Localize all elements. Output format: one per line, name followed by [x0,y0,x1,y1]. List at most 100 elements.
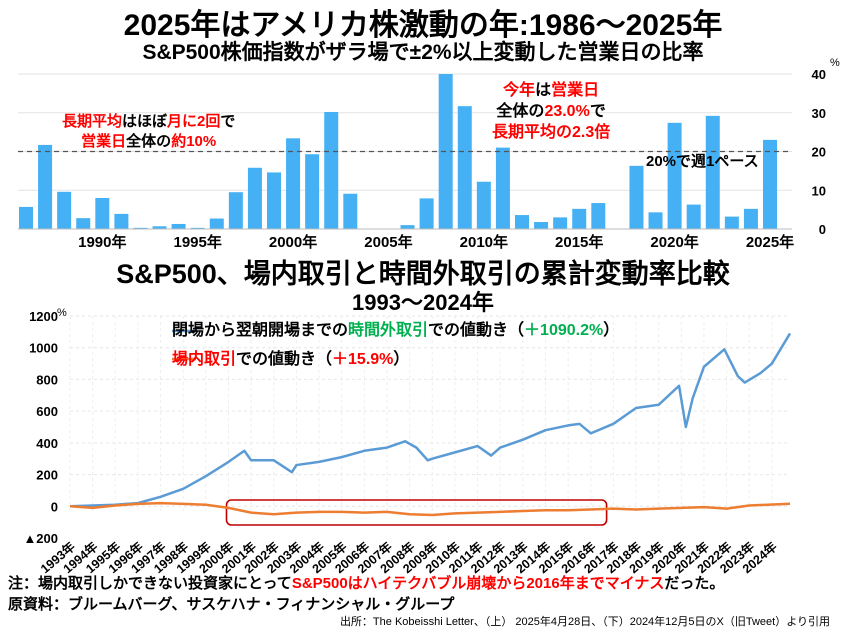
x-tick-label: 2010年 [460,233,508,251]
bar [553,217,568,229]
x-tick-label: 2000年 [269,233,317,251]
bar [267,172,281,229]
bar [190,227,205,229]
bar [629,165,644,229]
ann-text: 営業日 [81,133,127,150]
y-tick-label: ▲200 [23,531,58,546]
subtitle: S&P500株価指数がザラ場で±2%以上変動した営業日の比率 [142,41,704,64]
ann-text: 営業日 [551,82,600,99]
x-tick-label: 2020年 [650,233,698,251]
bar [247,167,262,229]
series-line-intraday [69,501,791,517]
annotation-this-year: 今年は営業日 全体の23.0%で 長期平均の2.3倍 [492,80,610,143]
y-unit-label: % [830,57,840,69]
ann-text: 月に2回 [167,113,221,130]
bar [114,213,129,229]
y-tick-label: 40 [812,67,826,82]
legend-text: での値動き（ [236,351,333,368]
y-tick-label: 30 [812,106,826,121]
y-tick-label: 10 [812,183,826,198]
bar [476,181,491,229]
x-tick-label: 1995年 [174,233,222,251]
bar [572,208,587,229]
bar [457,106,472,229]
y-tick-label: 600 [36,404,58,419]
ann-text: はほぼ [122,113,168,130]
legend-text: ＋15.9% [332,351,394,368]
annotation-long-term-average: 長期平均はほぼ月に2回で 営業日全体の約10% [62,112,235,152]
ann-text: 全体の [496,103,545,120]
y-tick-label: 200 [36,468,58,483]
note-text: 注：場内取引しかできない投資家にとって [8,575,292,592]
y-tick-label: 1000 [29,341,58,356]
ann-text: 今年 [503,82,536,99]
bar [343,193,358,229]
y-tick-label: 0 [819,222,826,237]
bar [724,216,739,229]
bar [400,225,415,229]
bar [534,222,549,229]
ann-text: は [535,82,552,99]
ann-text: で [589,103,606,120]
citation: 出所：The Kobeisshi Letter、（上） 2025年4月28日、（… [339,616,830,628]
x-tick-label: 2025年 [746,233,794,251]
ann-text: 23.0% [544,103,590,120]
legend-text: 閉場から翌朝開場までの [172,322,349,339]
y-tick-label: 0 [51,499,58,514]
bar [591,203,606,229]
bar [228,192,243,229]
legend-intraday: 場内取引での値動き（＋15.9%） [172,350,409,370]
source-line: 原資料：ブルームバーグ、サスケハナ・フィナンシャル・グループ [8,596,455,613]
note-line: 注：場内取引しかできない投資家にとってS&P500はハイテクバブル崩壊から201… [8,572,724,593]
bar [743,208,758,229]
ann-text: 長期平均の2.3倍 [492,124,611,141]
chart2-subtitle: 1993〜2024年 [352,290,494,315]
legend-afterhours: 閉場から翌朝開場までの時間外取引での値動き（＋1090.2%） [172,321,619,341]
legend-text: ＋1090.2% [524,322,604,339]
bar [38,144,53,229]
bar [667,122,682,229]
bar [495,147,510,229]
bar [305,154,320,229]
legend-text: ） [603,322,620,339]
bar [324,111,339,229]
legend-text: 場内取引 [172,351,237,368]
legend-text: ） [393,351,410,368]
note-text: だった。 [664,575,725,592]
x-tick-label: 2015年 [555,233,603,251]
main-title: 2025年はアメリカ株激動の年:1986〜2025年 [123,9,723,42]
bar [171,223,186,229]
ann-text: 長期平均 [62,113,123,130]
ann-text: で [220,113,236,130]
y-tick-label: 400 [36,436,58,451]
bar [152,226,167,229]
x-tick-label: 2005年 [364,233,412,251]
bar [763,139,777,229]
ann-text: 約10% [171,133,217,150]
bar-chart: 0 10 20 30 40% 1990年 1995年 2000年 2005年 2010年 2015年… [18,57,840,251]
bar [57,191,72,229]
bar [648,212,663,229]
y-tick-label: 800 [36,372,58,387]
annotation-pace: 20%で週1ペース [646,153,759,170]
bar [515,215,529,229]
y-unit-label: % [57,307,67,319]
bar [19,206,33,229]
bar [419,198,434,229]
chart2-title: S&P500、場内取引と時間外取引の累計変動率比較 [116,259,730,289]
bar [76,218,91,229]
bar [686,204,701,229]
series-line-afterhours [69,332,792,508]
bar [95,198,110,229]
y-tick-label: 20 [812,145,826,160]
bar [286,138,301,229]
legend-text: での値動き（ [428,322,525,339]
x-tick-label: 1990年 [78,233,126,251]
note-text: S&P500はハイテクバブル崩壊から2016年までマイナス [291,575,665,592]
legend-text: 時間外取引 [348,322,429,339]
bar [133,227,148,229]
bar [705,115,720,229]
bar [209,218,224,229]
